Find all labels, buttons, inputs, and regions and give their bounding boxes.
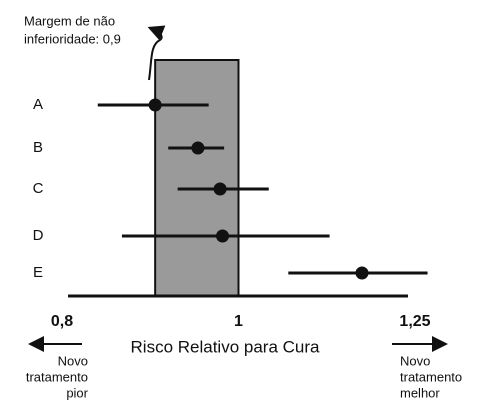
right-note: melhor: [400, 385, 440, 400]
category-label: D: [33, 227, 44, 244]
left-note: Novo: [58, 353, 88, 368]
x-tick-label: 1,25: [399, 313, 430, 330]
annotation: inferioridade: 0,9: [24, 31, 121, 46]
category-label: C: [33, 180, 44, 197]
margin-box: [154, 59, 240, 297]
category-label: A: [33, 96, 43, 113]
right-note: Novo: [400, 353, 430, 368]
category-label: B: [33, 139, 43, 156]
point-estimate: [355, 266, 369, 280]
left-note: pior: [66, 385, 88, 400]
x-tick-label: 1: [234, 313, 243, 330]
point-estimate: [216, 229, 230, 243]
right-note: tratamento: [400, 369, 462, 384]
annotation: Margem de não: [24, 13, 115, 28]
left-note: tratamento: [26, 369, 88, 384]
point-estimate: [148, 98, 162, 112]
category-label: E: [33, 264, 43, 281]
x-tick-label: 0,8: [51, 313, 73, 330]
annotation-arrow: [147, 25, 166, 81]
point-estimate: [191, 141, 205, 155]
x-axis-label: Risco Relativo para Cura: [131, 337, 321, 356]
point-estimate: [213, 182, 227, 196]
